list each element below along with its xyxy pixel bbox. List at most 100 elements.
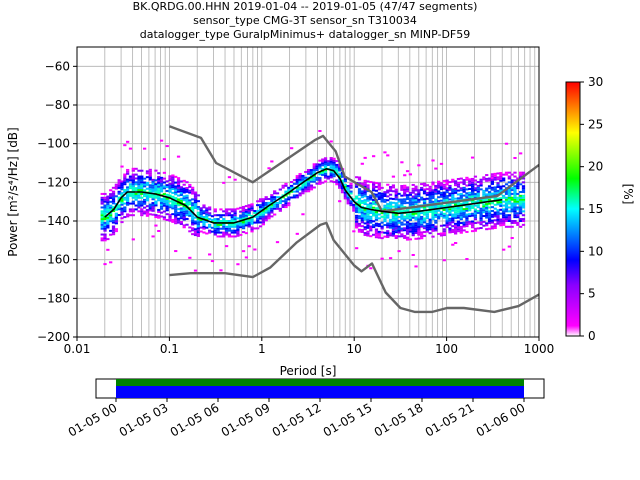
histogram-cell bbox=[213, 233, 217, 236]
histogram-cell bbox=[366, 234, 370, 237]
histogram-cell bbox=[171, 186, 175, 189]
histogram-cell bbox=[159, 184, 164, 187]
histogram-cell bbox=[126, 213, 130, 216]
histogram-cell bbox=[213, 214, 217, 217]
histogram-cell bbox=[284, 206, 288, 209]
histogram-cell bbox=[363, 232, 367, 235]
histogram-cell bbox=[222, 210, 226, 213]
histogram-cell bbox=[487, 210, 492, 213]
histogram-cell bbox=[374, 214, 379, 217]
histogram-cell bbox=[222, 220, 226, 222]
histogram-cell bbox=[405, 209, 410, 212]
histogram-cell bbox=[157, 216, 161, 219]
histogram-cell bbox=[496, 222, 500, 225]
histogram-cell bbox=[191, 190, 195, 193]
histogram-cell bbox=[126, 170, 130, 173]
histogram-cell bbox=[137, 189, 141, 192]
histogram-cell bbox=[131, 187, 135, 190]
histogram-cell bbox=[340, 175, 345, 178]
histogram-cell bbox=[445, 220, 449, 223]
histogram-cell bbox=[456, 208, 461, 211]
histogram-cell bbox=[174, 181, 178, 184]
histogram-cell bbox=[456, 206, 461, 209]
histogram-cell bbox=[456, 181, 461, 184]
histogram-cell bbox=[442, 183, 446, 186]
histogram-cell bbox=[470, 189, 475, 192]
histogram-cell bbox=[182, 189, 186, 192]
histogram-cell bbox=[366, 211, 370, 214]
y-tick-label: −180 bbox=[37, 291, 70, 305]
histogram-cell bbox=[168, 200, 172, 203]
y-tick-label: −160 bbox=[37, 253, 70, 267]
histogram-cell bbox=[126, 188, 130, 191]
histogram-cell bbox=[306, 184, 311, 187]
histogram-cell bbox=[227, 225, 232, 228]
histogram-cell bbox=[383, 216, 387, 219]
histogram-cell bbox=[106, 218, 110, 221]
histogram-cell bbox=[462, 202, 466, 205]
histogram-cell bbox=[516, 216, 520, 219]
histogram-cell bbox=[372, 187, 376, 190]
histogram-cell bbox=[521, 198, 526, 201]
histogram-cell bbox=[196, 219, 200, 222]
histogram-cell bbox=[448, 219, 452, 222]
histogram-cell bbox=[431, 224, 435, 227]
histogram-cell bbox=[247, 208, 251, 211]
histogram-cell bbox=[273, 207, 277, 210]
histogram-cell bbox=[487, 220, 492, 223]
histogram-cell bbox=[165, 207, 169, 210]
histogram-cell bbox=[456, 193, 461, 196]
histogram-cell bbox=[199, 207, 203, 210]
histogram-cell bbox=[321, 164, 325, 167]
histogram-cell bbox=[434, 167, 438, 170]
histogram-cell bbox=[312, 167, 316, 170]
histogram-cell bbox=[318, 165, 322, 168]
histogram-cell bbox=[414, 216, 418, 219]
histogram-cell bbox=[496, 172, 500, 175]
histogram-cell bbox=[117, 186, 121, 189]
x-axis-label: Period [s] bbox=[280, 364, 337, 378]
histogram-cell bbox=[454, 197, 458, 200]
histogram-cell bbox=[397, 227, 401, 230]
histogram-cell bbox=[227, 220, 232, 222]
histogram-cell bbox=[485, 204, 489, 207]
histogram-cell bbox=[425, 213, 429, 216]
histogram-cell bbox=[123, 189, 127, 192]
histogram-cell bbox=[485, 206, 489, 209]
histogram-cell bbox=[420, 183, 424, 186]
histogram-cell bbox=[179, 209, 183, 212]
histogram-cell bbox=[388, 234, 393, 237]
histogram-cell bbox=[114, 212, 118, 215]
histogram-cell bbox=[462, 181, 466, 184]
histogram-cell bbox=[253, 210, 257, 213]
histogram-cell bbox=[459, 225, 463, 228]
histogram-cell bbox=[346, 194, 350, 197]
histogram-cell bbox=[439, 213, 444, 216]
histogram-cell bbox=[417, 208, 421, 211]
histogram-cell bbox=[174, 175, 178, 178]
histogram-cell bbox=[176, 204, 181, 207]
histogram-cell bbox=[191, 227, 195, 230]
histogram-cell bbox=[295, 232, 299, 235]
histogram-cell bbox=[171, 184, 175, 187]
histogram-cell bbox=[142, 183, 147, 186]
histogram-cell bbox=[216, 225, 220, 228]
histogram-cell bbox=[391, 186, 396, 189]
histogram-cell bbox=[397, 200, 401, 203]
histogram-cell bbox=[391, 190, 396, 193]
histogram-cell bbox=[431, 218, 435, 221]
histogram-cell bbox=[174, 191, 178, 194]
histogram-cell bbox=[117, 206, 121, 209]
histogram-cell bbox=[355, 247, 359, 250]
histogram-cell bbox=[369, 211, 373, 214]
histogram-cell bbox=[154, 185, 158, 188]
histogram-cell bbox=[244, 256, 249, 259]
histogram-cell bbox=[140, 192, 144, 195]
histogram-cell bbox=[145, 212, 150, 215]
histogram-cell bbox=[202, 204, 206, 207]
histogram-cell bbox=[403, 229, 407, 232]
y-tick-label: −80 bbox=[45, 98, 70, 112]
histogram-cell bbox=[287, 204, 291, 207]
histogram-cell bbox=[309, 188, 314, 191]
availability-tick-label: 01-06 00 bbox=[474, 400, 528, 439]
